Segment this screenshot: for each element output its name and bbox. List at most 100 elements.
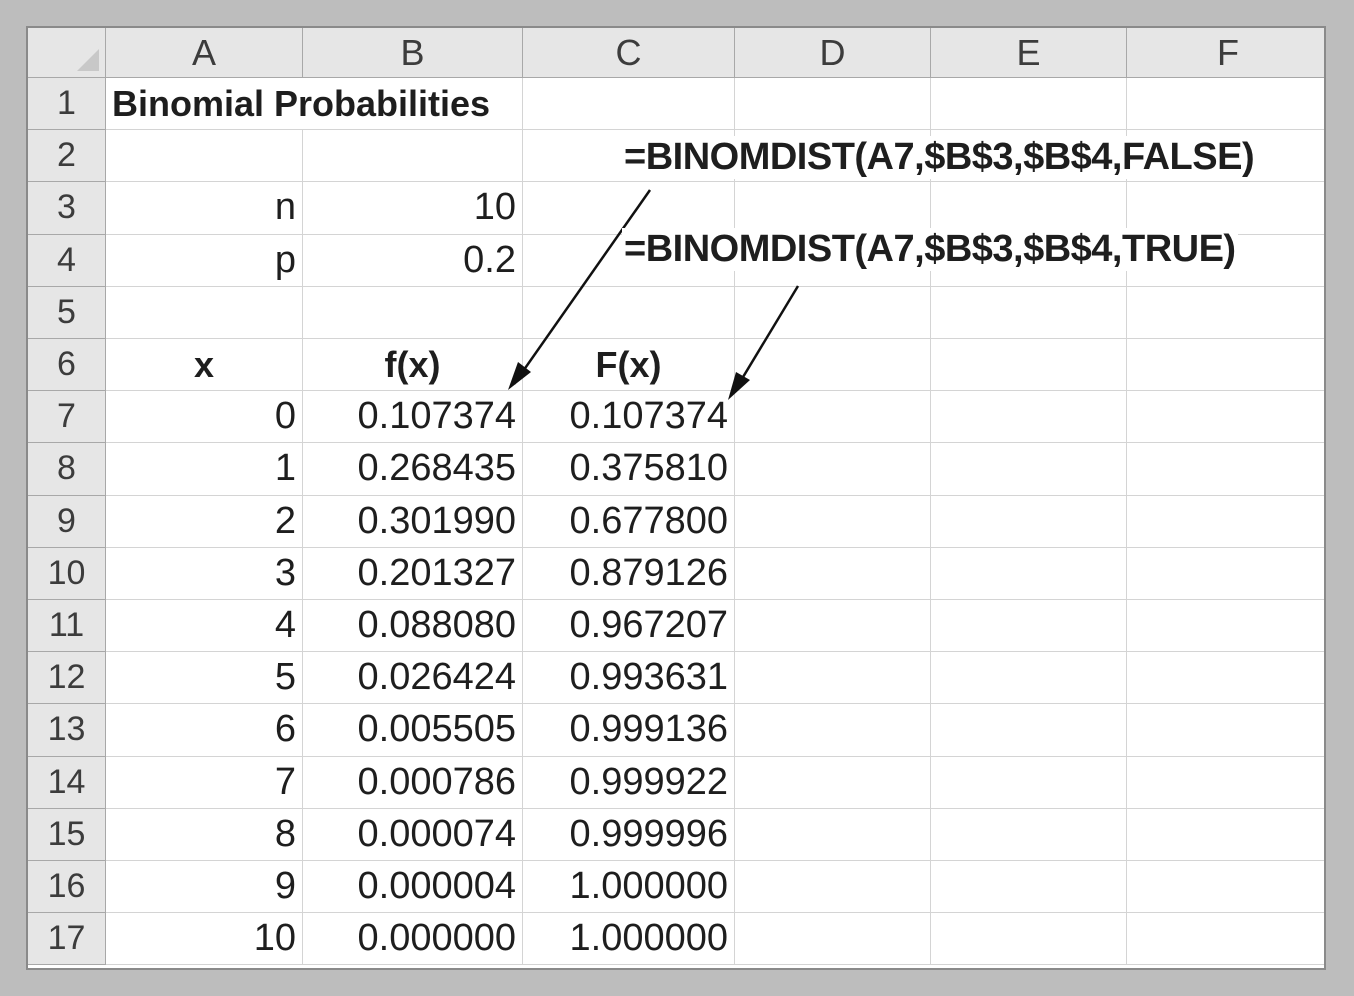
cell-c1[interactable] bbox=[523, 78, 735, 131]
cell-f11[interactable] bbox=[1127, 600, 1324, 653]
row-header-10[interactable]: 10 bbox=[28, 547, 106, 600]
cell-d11[interactable] bbox=[735, 600, 931, 653]
cell-d15[interactable] bbox=[735, 808, 931, 861]
cell-a3[interactable]: n bbox=[106, 182, 303, 235]
cell-f6[interactable] bbox=[1127, 339, 1324, 392]
row-header-13[interactable]: 13 bbox=[28, 704, 106, 757]
cell-a4[interactable]: p bbox=[106, 234, 303, 287]
row-header-9[interactable]: 9 bbox=[28, 495, 106, 548]
cell-c10[interactable]: 0.879126 bbox=[523, 547, 735, 600]
column-header-a[interactable]: A bbox=[106, 28, 303, 78]
cell-c11[interactable]: 0.967207 bbox=[523, 600, 735, 653]
cell-d13[interactable] bbox=[735, 704, 931, 757]
cell-b10[interactable]: 0.201327 bbox=[303, 547, 523, 600]
cell-c15[interactable]: 0.999996 bbox=[523, 808, 735, 861]
cell-c12[interactable]: 0.993631 bbox=[523, 652, 735, 705]
cell-f9[interactable] bbox=[1127, 496, 1324, 548]
cell-e5[interactable] bbox=[931, 286, 1127, 339]
cell-a16[interactable]: 9 bbox=[106, 861, 303, 914]
row-header-16[interactable]: 16 bbox=[28, 861, 106, 914]
select-all-corner[interactable] bbox=[28, 28, 106, 78]
row-header-17[interactable]: 17 bbox=[28, 913, 106, 966]
row-header-8[interactable]: 8 bbox=[28, 443, 106, 496]
cell-c8[interactable]: 0.375810 bbox=[523, 443, 735, 496]
row-header-15[interactable]: 15 bbox=[28, 808, 106, 861]
cell-a17[interactable]: 10 bbox=[106, 913, 303, 966]
cell-b15[interactable]: 0.000074 bbox=[303, 808, 523, 861]
cell-f14[interactable] bbox=[1127, 757, 1324, 809]
cell-e7[interactable] bbox=[931, 391, 1127, 444]
cell-e16[interactable] bbox=[931, 861, 1127, 914]
cell-b3[interactable]: 10 bbox=[303, 182, 523, 235]
cell-a11[interactable]: 4 bbox=[106, 600, 303, 653]
cell-d9[interactable] bbox=[735, 495, 931, 548]
cell-b11[interactable]: 0.088080 bbox=[303, 600, 523, 653]
cell-c3[interactable] bbox=[523, 182, 735, 235]
cell-b16[interactable]: 0.000004 bbox=[303, 861, 523, 914]
cell-e1[interactable] bbox=[931, 78, 1127, 131]
cell-d16[interactable] bbox=[735, 861, 931, 914]
cell-d10[interactable] bbox=[735, 547, 931, 600]
cell-e11[interactable] bbox=[931, 600, 1127, 653]
cell-d1[interactable] bbox=[735, 78, 931, 131]
cell-c13[interactable]: 0.999136 bbox=[523, 704, 735, 757]
cell-e6[interactable] bbox=[931, 339, 1127, 392]
cell-a14[interactable]: 7 bbox=[106, 756, 303, 809]
cell-f4[interactable] bbox=[1127, 235, 1324, 287]
cell-b2[interactable] bbox=[303, 130, 523, 183]
cell-f12[interactable] bbox=[1127, 652, 1324, 705]
cell-a6[interactable]: x bbox=[106, 339, 303, 392]
cell-b6[interactable]: f(x) bbox=[303, 339, 523, 392]
cell-d6[interactable] bbox=[735, 339, 931, 392]
cell-c7[interactable]: 0.107374 bbox=[523, 391, 735, 444]
column-header-b[interactable]: B bbox=[303, 28, 523, 78]
cell-b9[interactable]: 0.301990 bbox=[303, 495, 523, 548]
cell-a2[interactable] bbox=[106, 130, 303, 183]
cell-c17[interactable]: 1.000000 bbox=[523, 913, 735, 966]
row-header-4[interactable]: 4 bbox=[28, 234, 106, 287]
cell-a13[interactable]: 6 bbox=[106, 704, 303, 757]
cell-f8[interactable] bbox=[1127, 443, 1324, 496]
cell-f5[interactable] bbox=[1127, 287, 1324, 339]
cell-e13[interactable] bbox=[931, 704, 1127, 757]
row-header-3[interactable]: 3 bbox=[28, 182, 106, 235]
row-header-14[interactable]: 14 bbox=[28, 756, 106, 809]
cell-c16[interactable]: 1.000000 bbox=[523, 861, 735, 914]
cell-f17[interactable] bbox=[1127, 913, 1324, 966]
cell-d5[interactable] bbox=[735, 286, 931, 339]
cell-f13[interactable] bbox=[1127, 704, 1324, 757]
cell-d3[interactable] bbox=[735, 182, 931, 235]
cell-c5[interactable] bbox=[523, 286, 735, 339]
column-header-e[interactable]: E bbox=[931, 28, 1127, 78]
cell-d17[interactable] bbox=[735, 913, 931, 966]
cell-f1[interactable] bbox=[1127, 78, 1324, 131]
cell-b8[interactable]: 0.268435 bbox=[303, 443, 523, 496]
cell-c6[interactable]: F(x) bbox=[523, 339, 735, 392]
cell-e3[interactable] bbox=[931, 182, 1127, 235]
cell-a10[interactable]: 3 bbox=[106, 547, 303, 600]
cell-b14[interactable]: 0.000786 bbox=[303, 756, 523, 809]
cell-b5[interactable] bbox=[303, 286, 523, 339]
cell-f2[interactable] bbox=[1127, 130, 1324, 183]
cell-a15[interactable]: 8 bbox=[106, 808, 303, 861]
cell-a12[interactable]: 5 bbox=[106, 652, 303, 705]
cell-a7[interactable]: 0 bbox=[106, 391, 303, 444]
cell-c9[interactable]: 0.677800 bbox=[523, 495, 735, 548]
cell-e9[interactable] bbox=[931, 495, 1127, 548]
column-header-d[interactable]: D bbox=[735, 28, 931, 78]
row-header-12[interactable]: 12 bbox=[28, 652, 106, 705]
row-header-5[interactable]: 5 bbox=[28, 286, 106, 339]
cell-a1[interactable]: Binomial Probabilities bbox=[106, 78, 490, 131]
cell-f16[interactable] bbox=[1127, 861, 1324, 914]
column-header-c[interactable]: C bbox=[523, 28, 735, 78]
cell-f10[interactable] bbox=[1127, 548, 1324, 600]
cell-b17[interactable]: 0.000000 bbox=[303, 913, 523, 966]
cell-d12[interactable] bbox=[735, 652, 931, 705]
cell-e10[interactable] bbox=[931, 547, 1127, 600]
cell-e8[interactable] bbox=[931, 443, 1127, 496]
cell-e12[interactable] bbox=[931, 652, 1127, 705]
cell-b13[interactable]: 0.005505 bbox=[303, 704, 523, 757]
cell-f15[interactable] bbox=[1127, 809, 1324, 861]
row-header-1[interactable]: 1 bbox=[28, 78, 106, 131]
cell-e14[interactable] bbox=[931, 756, 1127, 809]
